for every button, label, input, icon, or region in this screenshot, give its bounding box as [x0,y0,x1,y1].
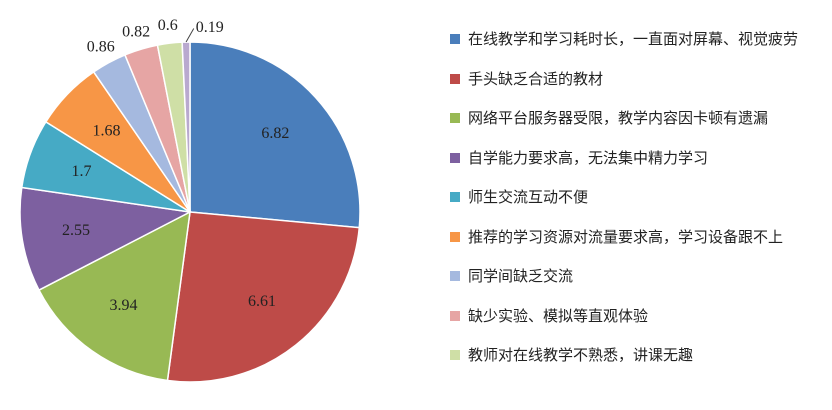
legend-label: 在线教学和学习耗时长，一直面对屏幕、视觉疲劳 [468,30,799,48]
data-label: 3.94 [109,297,137,314]
data-label: 6.82 [261,125,289,142]
legend-label: 师生交流互动不便 [468,188,589,206]
legend-entry: 在线教学和学习耗时长，一直面对屏幕、视觉疲劳 [450,30,810,48]
data-label: 1.68 [93,123,121,140]
data-label: 0.82 [122,24,150,41]
pie-area: 6.82 6.61 3.94 2.55 1.7 1.68 0.86 0.82 0.6 0.19 [19,17,361,383]
legend-swatch [450,73,460,84]
legend-label: 自学能力要求高，无法集中精力学习 [468,148,709,167]
data-label: 6.61 [248,293,276,310]
data-label: 0.6 [158,17,178,34]
legend-swatch [450,152,460,163]
legend-entry: 同学间缺乏交流 [450,267,810,285]
legend-label: 教师对在线教学不熟悉，讲课无趣 [468,346,694,364]
legend-swatch [450,231,460,242]
legend-label: 同学间缺乏交流 [468,267,574,285]
legend-swatch [450,350,460,360]
pie-slice [37,210,191,382]
legend-entry: 网络平台服务器受限，教学内容因卡顿有遗漏 [450,109,810,127]
legend-label: 网络平台服务器受限，教学内容因卡顿有遗漏 [468,109,769,127]
legend-label: 缺少实验、模拟等直观体验 [468,306,649,325]
pie-slice [166,211,361,383]
legend-entry: 师生交流互动不便 [450,188,810,206]
legend-label: 推荐的学习资源对流量要求高，学习设备跟不上 [468,227,784,246]
data-label: 2.55 [62,222,90,239]
data-label: 0.19 [196,19,224,36]
legend-swatch [450,34,460,44]
legend-swatch [450,113,460,123]
legend-swatch [450,271,460,281]
pie-slice [189,41,361,229]
legend-entry: 教师对在线教学不熟悉，讲课无趣 [450,346,810,364]
legend-label: 手头缺乏合适的教材 [468,69,604,88]
data-label: 1.7 [71,163,91,180]
pie-slice [19,186,193,292]
legend-entry: 缺少实验、模拟等直观体验 [450,307,810,325]
leader-line [185,28,195,43]
data-label: 0.86 [87,38,115,55]
legend-entry: 手头缺乏合适的教材 [450,70,810,88]
legend-swatch [450,192,460,202]
legend-swatch [450,310,460,321]
legend-entry: 自学能力要求高，无法集中精力学习 [450,149,810,167]
legend-entry: 推荐的学习资源对流量要求高，学习设备跟不上 [450,228,810,246]
